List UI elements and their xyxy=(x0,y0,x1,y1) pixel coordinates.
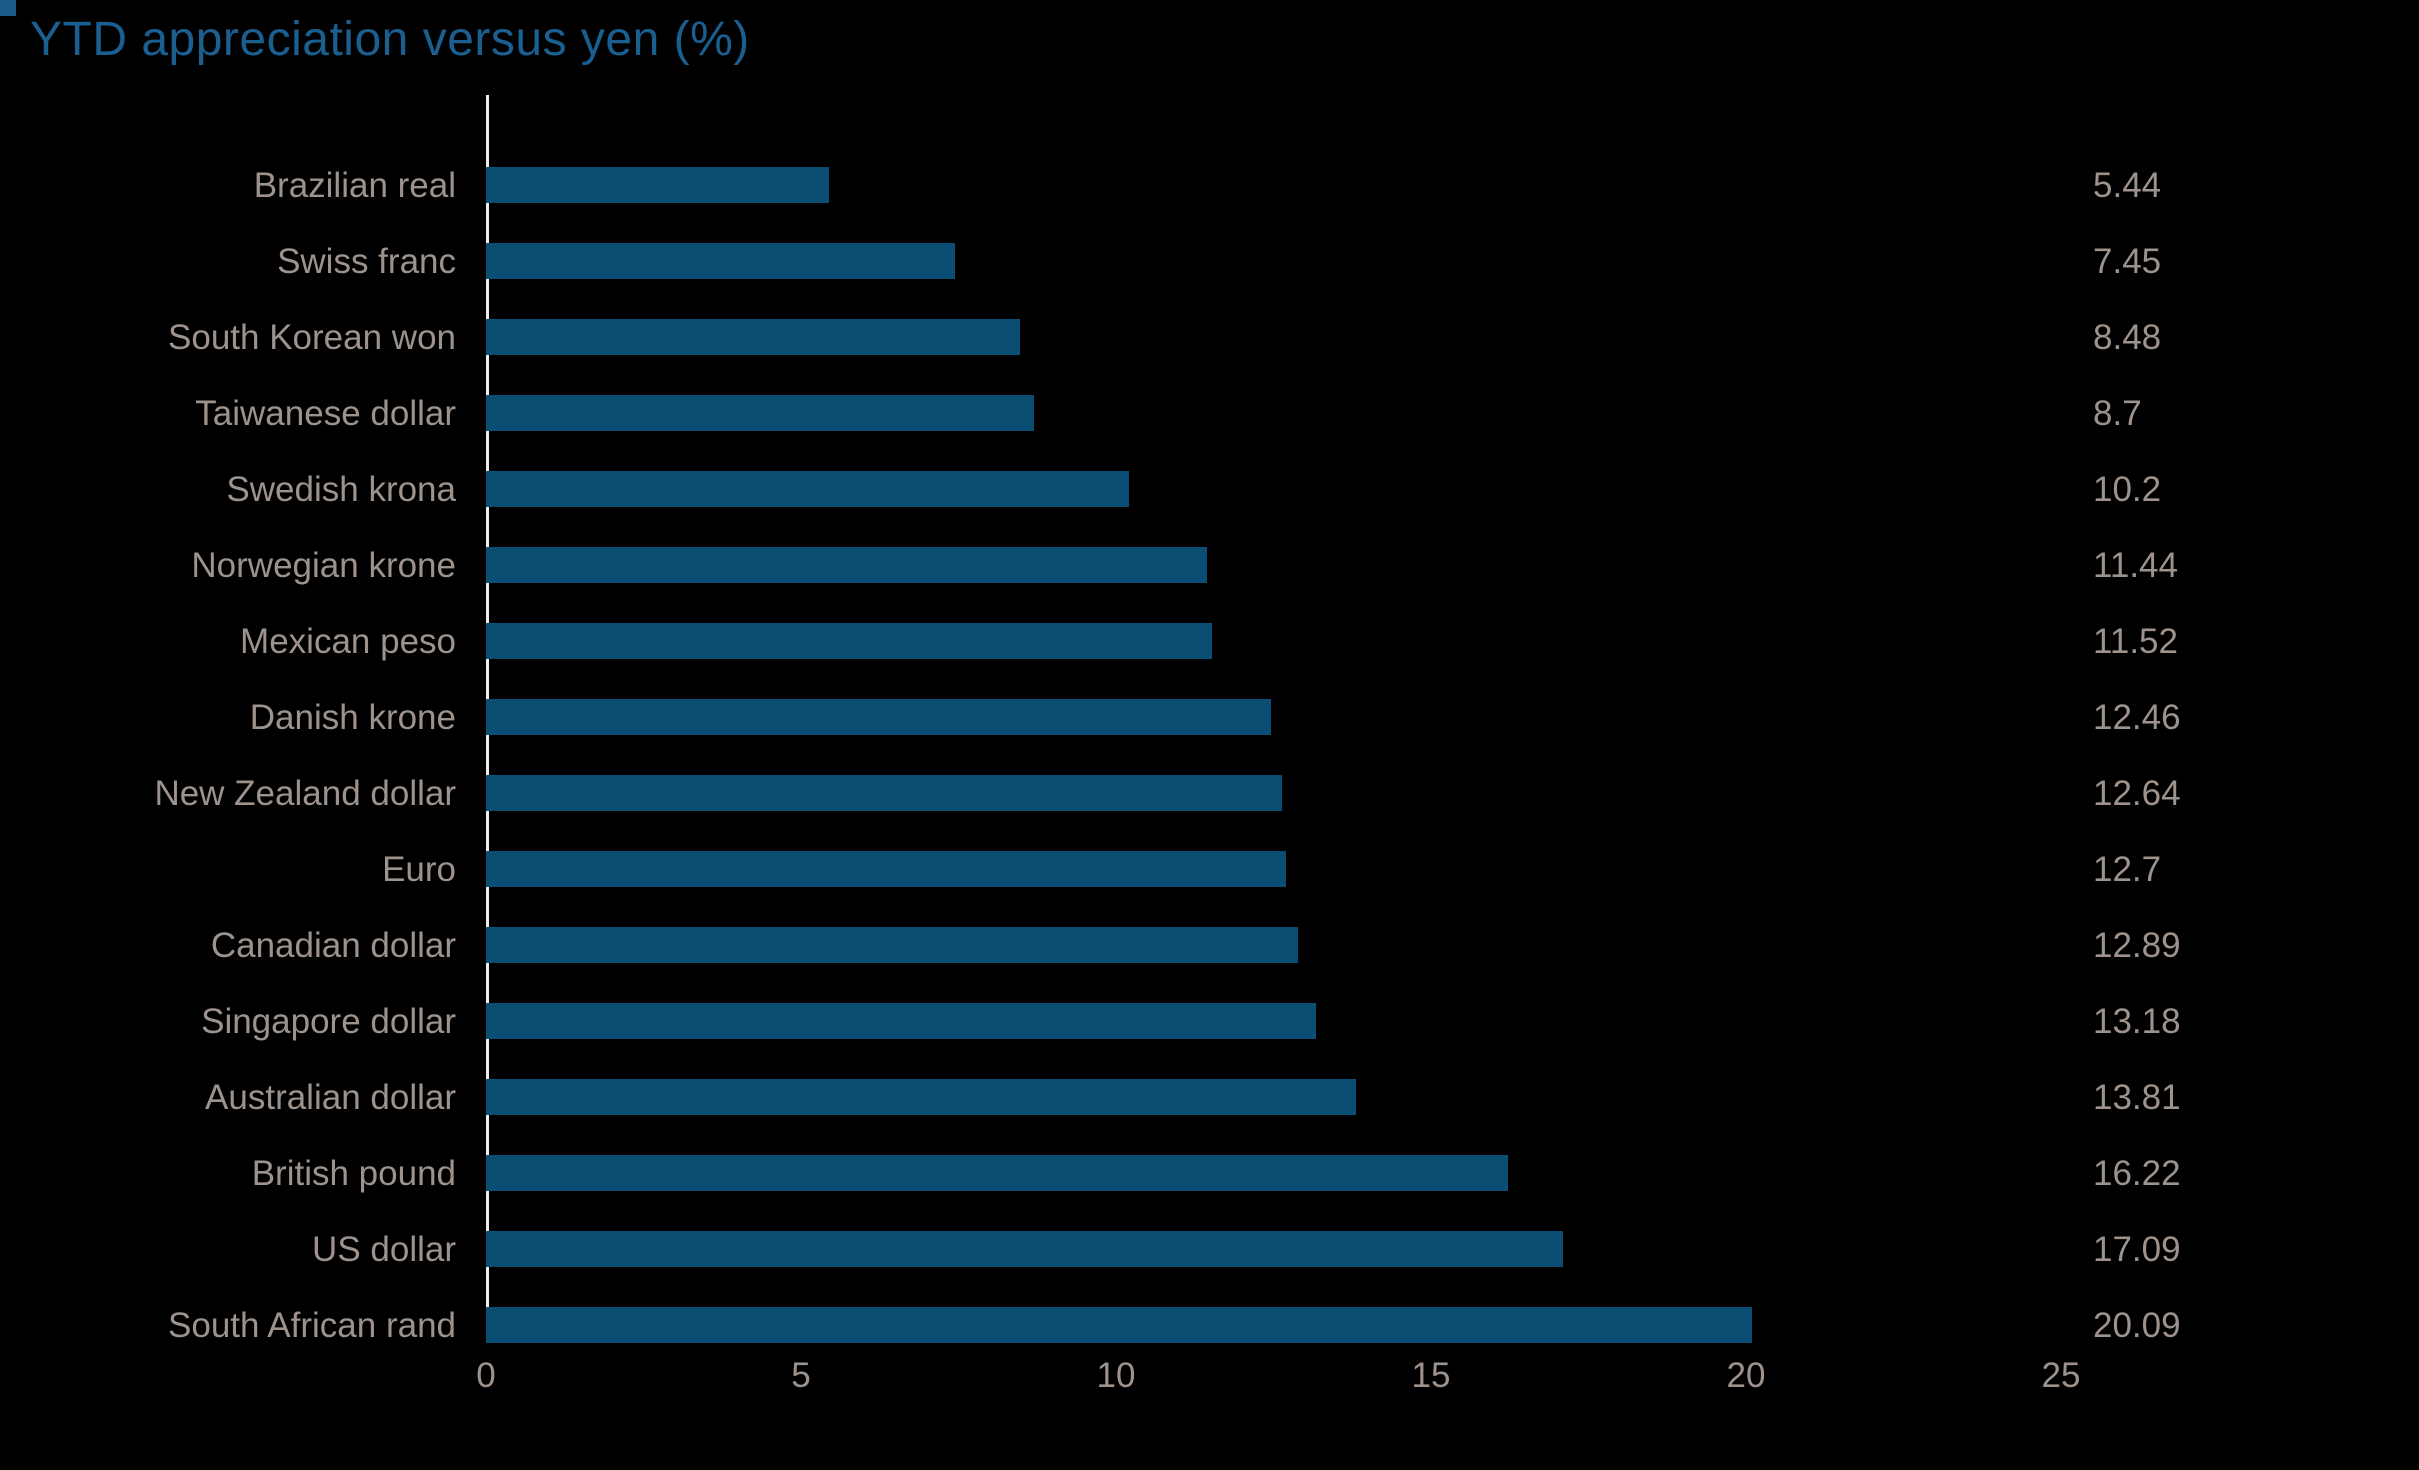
bar-track xyxy=(486,243,2061,279)
value-label: 11.44 xyxy=(2093,545,2178,585)
value-label: 12.89 xyxy=(2093,925,2181,965)
category-label: Swiss franc xyxy=(277,241,456,281)
bar xyxy=(486,471,1129,507)
bar xyxy=(486,1307,1752,1343)
category-label: Danish krone xyxy=(249,697,456,737)
bar-row: South African rand 20.09 xyxy=(0,1287,2419,1363)
category-label: Australian dollar xyxy=(205,1077,456,1117)
category-label: Brazilian real xyxy=(253,165,456,205)
bar xyxy=(486,1155,1508,1191)
x-axis-tick: 25 xyxy=(2041,1356,2081,1395)
value-label: 7.45 xyxy=(2093,241,2162,281)
bar-track xyxy=(486,1155,2061,1191)
bar xyxy=(486,699,1271,735)
category-label: Euro xyxy=(382,849,456,889)
bar-row: New Zealand dollar 12.64 xyxy=(0,755,2419,831)
bar-row: Danish krone 12.46 xyxy=(0,679,2419,755)
bar-row: Australian dollar 13.81 xyxy=(0,1059,2419,1135)
bar xyxy=(486,1079,1357,1115)
bar-row: Swiss franc 7.45 xyxy=(0,223,2419,299)
category-label: Singapore dollar xyxy=(201,1001,456,1041)
bar-row: Taiwanese dollar 8.7 xyxy=(0,375,2419,451)
bar-row: Swedish krona 10.2 xyxy=(0,451,2419,527)
bar-track xyxy=(486,1079,2061,1115)
bar-track xyxy=(486,623,2061,659)
bar-track xyxy=(486,395,2061,431)
bar xyxy=(486,167,829,203)
bar-row: Brazilian real 5.44 xyxy=(0,147,2419,223)
category-label: Canadian dollar xyxy=(210,925,456,965)
x-axis-tick: 0 xyxy=(476,1356,496,1395)
value-label: 20.09 xyxy=(2093,1305,2181,1345)
category-label: South African rand xyxy=(168,1305,456,1345)
bar-row: Euro 12.7 xyxy=(0,831,2419,907)
bar-track xyxy=(486,471,2061,507)
value-label: 8.48 xyxy=(2093,317,2162,357)
value-label: 16.22 xyxy=(2093,1153,2181,1193)
bar-track xyxy=(486,547,2061,583)
bar xyxy=(486,243,956,279)
x-axis: 0 5 10 15 20 25 xyxy=(476,1356,2080,1408)
bar-track xyxy=(486,1307,2061,1343)
bar xyxy=(486,395,1035,431)
value-label: 12.46 xyxy=(2093,697,2181,737)
bar xyxy=(486,1231,1563,1267)
bar-track xyxy=(486,1231,2061,1267)
bar-row: Canadian dollar 12.89 xyxy=(0,907,2419,983)
category-label: British pound xyxy=(251,1153,456,1193)
value-label: 11.52 xyxy=(2093,621,2178,661)
category-label: Swedish krona xyxy=(226,469,456,509)
bar-track xyxy=(486,1003,2061,1039)
category-label: Norwegian krone xyxy=(191,545,456,585)
category-label: Taiwanese dollar xyxy=(195,393,456,433)
value-label: 5.44 xyxy=(2093,165,2162,205)
bar-row: US dollar 17.09 xyxy=(0,1211,2419,1287)
value-label: 13.18 xyxy=(2093,1001,2181,1041)
bar-track xyxy=(486,851,2061,887)
bar-track xyxy=(486,775,2061,811)
value-label: 13.81 xyxy=(2093,1077,2181,1117)
bar-track xyxy=(486,167,2061,203)
value-label: 10.2 xyxy=(2093,469,2162,509)
category-label: South Korean won xyxy=(168,317,456,357)
bar xyxy=(486,623,1212,659)
bar-track xyxy=(486,699,2061,735)
chart-title: YTD appreciation versus yen (%) xyxy=(30,13,750,66)
value-label: 17.09 xyxy=(2093,1229,2181,1269)
x-axis-tick: 20 xyxy=(1726,1356,1766,1395)
bar xyxy=(486,851,1287,887)
bar-rows: Brazilian real 5.44 Swiss franc 7.45 South K… xyxy=(0,147,2419,1363)
corner-accent-square xyxy=(0,0,16,16)
x-axis-tick: 5 xyxy=(791,1356,811,1395)
bar xyxy=(486,927,1299,963)
bar xyxy=(486,319,1021,355)
bar xyxy=(486,1003,1317,1039)
category-label: Mexican peso xyxy=(240,621,456,661)
category-label: New Zealand dollar xyxy=(154,773,456,813)
bar-row: Mexican peso 11.52 xyxy=(0,603,2419,679)
bar-row: Norwegian krone 11.44 xyxy=(0,527,2419,603)
category-label: US dollar xyxy=(312,1229,456,1269)
bar-row: British pound 16.22 xyxy=(0,1135,2419,1211)
bar xyxy=(486,547,1207,583)
value-label: 8.7 xyxy=(2093,393,2142,433)
bar-track xyxy=(486,319,2061,355)
x-axis-tick: 10 xyxy=(1096,1356,1136,1395)
bar-row: South Korean won 8.48 xyxy=(0,299,2419,375)
bar-track xyxy=(486,927,2061,963)
value-label: 12.64 xyxy=(2093,773,2181,813)
value-label: 12.7 xyxy=(2093,849,2162,889)
x-axis-tick: 15 xyxy=(1411,1356,1451,1395)
bar-row: Singapore dollar 13.18 xyxy=(0,983,2419,1059)
bar xyxy=(486,775,1283,811)
